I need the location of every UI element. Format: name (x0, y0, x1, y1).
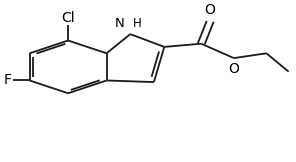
Text: Cl: Cl (61, 11, 75, 24)
Text: F: F (3, 74, 11, 87)
Text: O: O (205, 3, 215, 17)
Text: O: O (229, 62, 239, 76)
Text: N: N (115, 17, 124, 30)
Text: H: H (133, 17, 142, 30)
